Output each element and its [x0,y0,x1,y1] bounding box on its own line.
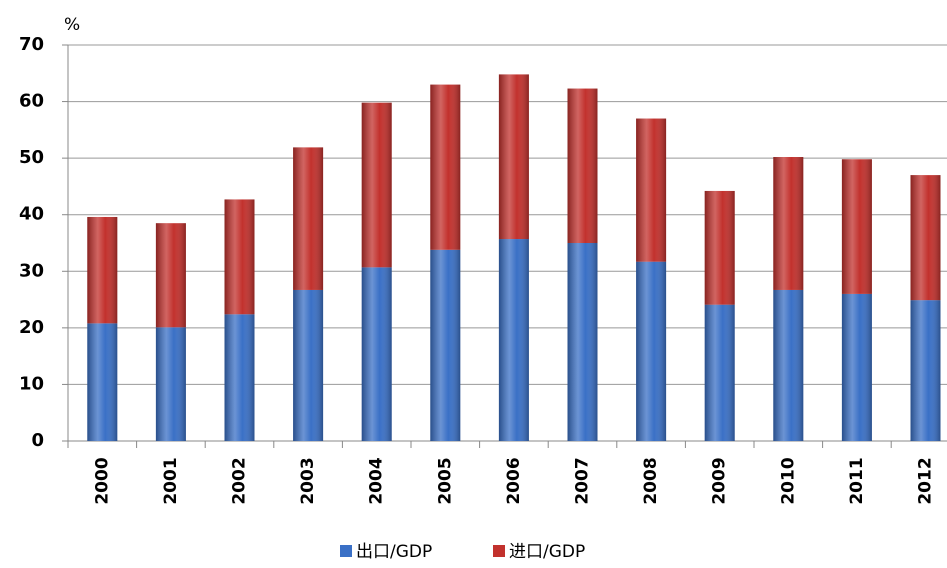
bar-segment [910,175,941,301]
y-tick-label: 40 [19,204,44,225]
x-tick-label: 2010 [778,457,798,504]
bar-segment [773,157,804,290]
bar-segment [567,88,598,243]
legend-label: 进口/GDP [509,542,585,562]
x-tick-label: 2000 [92,457,112,504]
x-tick-label: 2009 [710,457,730,504]
x-tick-label: 2008 [641,457,661,504]
x-tick-label: 2002 [230,457,250,504]
legend-label: 出口/GDP [356,542,432,562]
bar-segment [155,327,186,441]
x-tick-label: 2003 [298,457,318,504]
y-tick-label: 0 [31,430,44,451]
bar-segment [224,199,255,315]
bar-segment [87,323,118,441]
x-tick-label: 2005 [435,457,455,504]
x-tick-label: 2011 [847,457,867,504]
bar-segment [636,118,667,262]
y-tick-label: 70 [19,34,44,55]
y-tick-label: 30 [19,260,44,281]
bar-segment [498,239,529,441]
bar-segment [361,102,392,268]
bar-segment [910,300,941,441]
bar-segment [224,314,255,441]
bar-segment [430,249,461,441]
y-tick-label: 60 [19,91,44,112]
bar-segment [361,267,392,441]
y-tick-label: 10 [19,373,44,394]
bar-segment [704,304,735,441]
y-unit: % [64,15,80,35]
y-tick-label: 50 [19,147,44,168]
bar-segment [704,190,735,305]
legend-swatch [340,545,352,557]
x-tick-label: 2012 [916,457,936,504]
legend-swatch [493,545,505,557]
bar-segment [841,159,872,294]
x-tick-label: 2004 [367,457,387,504]
x-tick-label: 2001 [161,457,181,504]
y-tick-label: 20 [19,317,44,338]
x-tick-label: 2006 [504,457,524,504]
bar-segment [567,243,598,441]
bar-segment [773,289,804,441]
bar-segment [293,147,324,290]
bar-segment [430,84,461,250]
bar-segment [293,289,324,441]
x-tick-label: 2007 [573,457,593,504]
bar-segment [155,223,186,328]
bar-segment [498,74,529,240]
bar-segment [841,293,872,441]
bar-segment [87,216,118,324]
bar-segment [636,261,667,441]
